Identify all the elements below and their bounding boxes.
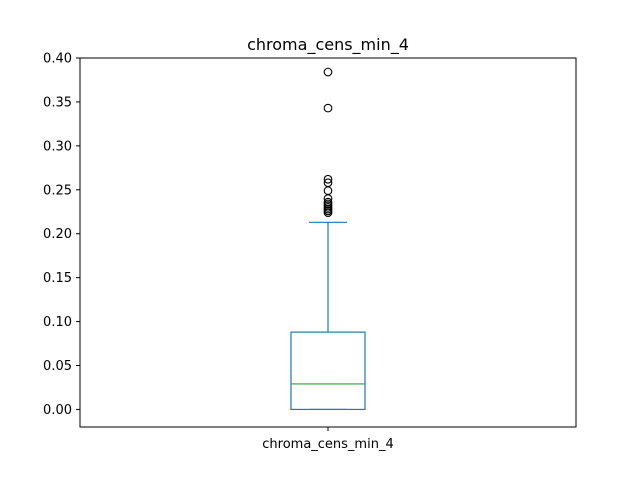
y-tick-label: 0.35 <box>43 95 72 110</box>
y-tick-label: 0.00 <box>43 403 72 418</box>
outlier-point <box>323 186 333 196</box>
y-tick-label: 0.05 <box>43 359 72 374</box>
plot-area <box>290 67 366 411</box>
axes: 0.00 0.05 0.10 0.15 0.20 0.25 0.30 0.35 0.40 chro… <box>43 52 577 452</box>
y-tick-label: 0.30 <box>43 139 72 154</box>
x-tick-label: chroma_cens_min_4 <box>262 437 393 452</box>
outlier-point <box>323 178 333 188</box>
y-tick-label: 0.20 <box>43 227 72 242</box>
chart-title: chroma_cens_min_4 <box>247 35 409 55</box>
y-tick-label: 0.25 <box>43 183 72 198</box>
outlier-point <box>323 103 333 113</box>
outlier-point <box>323 174 333 184</box>
y-tick-label: 0.40 <box>43 52 72 67</box>
y-tick-label: 0.15 <box>43 271 72 286</box>
y-tick-label: 0.10 <box>43 315 72 330</box>
outlier-point <box>323 197 333 207</box>
outlier-point <box>323 67 333 77</box>
box-iqr <box>290 331 366 411</box>
